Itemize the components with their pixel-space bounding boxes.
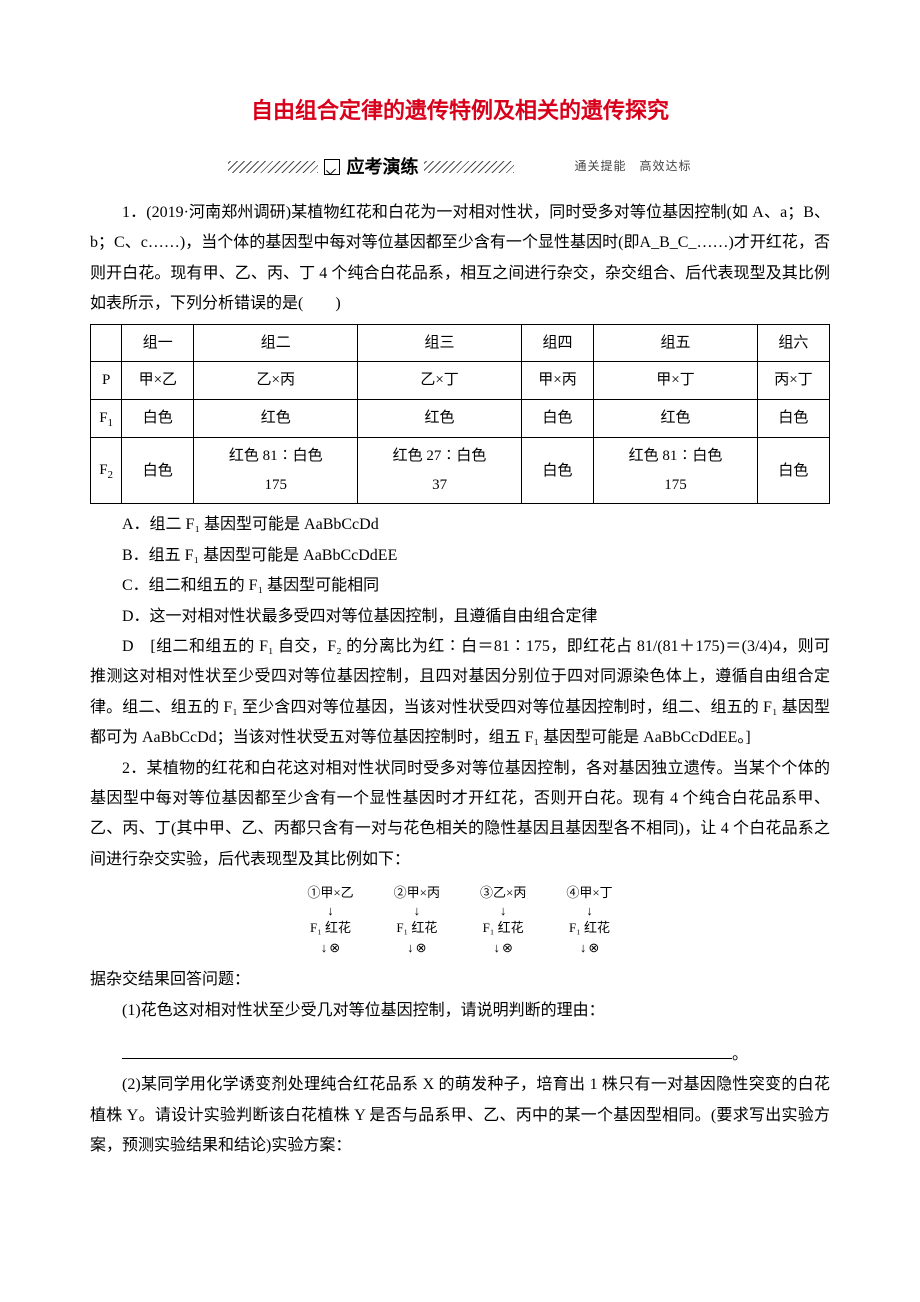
cross-f1: F₁ 红花 (310, 918, 351, 938)
th: 组三 (358, 324, 522, 362)
page-title: 自由组合定律的遗传特例及相关的遗传探究 (90, 90, 830, 132)
td: F2 (91, 438, 122, 504)
cross-f1: F₁ 红花 (483, 918, 524, 938)
q1-table: 组一 组二 组三 组四 组五 组六 P 甲×乙 乙×丙 乙×丁 甲×丙 甲×丁 … (90, 324, 830, 505)
cross-label: ①甲×乙 (307, 883, 353, 903)
subtitle-caption: 通关提能 高效达标 (514, 155, 691, 178)
cross-col: ③乙×丙 ↓ F₁ 红花 ↓⊗ (480, 883, 526, 957)
td: P (91, 362, 122, 400)
td: 白色 (122, 399, 194, 438)
td: 甲×丙 (521, 362, 593, 400)
th: 组五 (594, 324, 758, 362)
th: 组一 (122, 324, 194, 362)
arrow-down-icon: ↓ (327, 903, 334, 919)
th (91, 324, 122, 362)
td: 丙×丁 (757, 362, 829, 400)
td: 甲×丁 (594, 362, 758, 400)
table-row: F2 白色 红色 81∶白色175 红色 27∶白色37 白色 红色 81∶白色… (91, 438, 830, 504)
q1-answer: D [组二和组五的 F₁ 自交，F₂ 的分离比为红∶白＝81∶175，即红花占 … (90, 632, 830, 754)
td: 红色 (594, 399, 758, 438)
cross-label: ④甲×丁 (566, 883, 612, 903)
td: 红色 (358, 399, 522, 438)
td: 白色 (757, 438, 829, 504)
checkbox-icon (324, 159, 340, 175)
answer-blank (122, 1040, 732, 1059)
blank-tail: 。 (732, 1046, 748, 1063)
hatch-left (228, 161, 318, 173)
subtitle-text: 应考演练 (346, 150, 418, 184)
arrow-down-icon: ↓ (500, 903, 507, 919)
q2-lead: 据杂交结果回答问题： (90, 965, 830, 995)
th: 组六 (757, 324, 829, 362)
subtitle-label: 应考演练 (318, 150, 424, 184)
th: 组二 (194, 324, 358, 362)
td: 白色 (757, 399, 829, 438)
th: 组四 (521, 324, 593, 362)
q2-sub2: (2)某同学用化学诱变剂处理纯合红花品系 X 的萌发种子，培育出 1 株只有一对… (90, 1070, 830, 1161)
self-cross-icon: ↓⊗ (407, 938, 426, 958)
table-row: F1 白色 红色 红色 白色 红色 白色 (91, 399, 830, 438)
td: 红色 27∶白色37 (358, 438, 522, 504)
td: 白色 (521, 438, 593, 504)
cross-col: ④甲×丁 ↓ F₁ 红花 ↓⊗ (566, 883, 612, 957)
cross-label: ②甲×丙 (394, 883, 440, 903)
q2-sub1: (1)花色这对相对性状至少受几对等位基因控制，请说明判断的理由： (90, 996, 830, 1026)
arrow-down-icon: ↓ (414, 903, 421, 919)
cross-figure: ①甲×乙 ↓ F₁ 红花 ↓⊗ ②甲×丙 ↓ F₁ 红花 ↓⊗ ③乙×丙 ↓ F… (90, 883, 830, 957)
cross-label: ③乙×丙 (480, 883, 526, 903)
table-row: P 甲×乙 乙×丙 乙×丁 甲×丙 甲×丁 丙×丁 (91, 362, 830, 400)
arrow-down-icon: ↓ (586, 903, 593, 919)
cross-col: ②甲×丙 ↓ F₁ 红花 ↓⊗ (394, 883, 440, 957)
td: 乙×丁 (358, 362, 522, 400)
page: 自由组合定律的遗传特例及相关的遗传探究 应考演练 通关提能 高效达标 1．(20… (0, 0, 920, 1222)
q1-option-a: A．组二 F₁ 基因型可能是 AaBbCcDd (90, 510, 830, 540)
self-cross-icon: ↓⊗ (493, 938, 512, 958)
blank-line: 。 (90, 1040, 830, 1070)
subtitle-row: 应考演练 通关提能 高效达标 (90, 150, 830, 184)
td: 红色 81∶白色175 (594, 438, 758, 504)
cross-f1: F₁ 红花 (569, 918, 610, 938)
q1-option-b: B．组五 F₁ 基因型可能是 AaBbCcDdEE (90, 541, 830, 571)
hatch-right (424, 161, 514, 173)
td: 红色 81∶白色175 (194, 438, 358, 504)
self-cross-icon: ↓⊗ (580, 938, 599, 958)
td: 白色 (122, 438, 194, 504)
td: 乙×丙 (194, 362, 358, 400)
q1-stem: 1．(2019·河南郑州调研)某植物红花和白花为一对相对性状，同时受多对等位基因… (90, 198, 830, 320)
td: 甲×乙 (122, 362, 194, 400)
cross-f1: F₁ 红花 (396, 918, 437, 938)
td: 红色 (194, 399, 358, 438)
td: F1 (91, 399, 122, 438)
table-row: 组一 组二 组三 组四 组五 组六 (91, 324, 830, 362)
self-cross-icon: ↓⊗ (321, 938, 340, 958)
q1-option-c: C．组二和组五的 F₁ 基因型可能相同 (90, 571, 830, 601)
q2-stem: 2．某植物的红花和白花这对相对性状同时受多对等位基因控制，各对基因独立遗传。当某… (90, 754, 830, 876)
cross-col: ①甲×乙 ↓ F₁ 红花 ↓⊗ (307, 883, 353, 957)
td: 白色 (521, 399, 593, 438)
q1-option-d: D．这一对相对性状最多受四对等位基因控制，且遵循自由组合定律 (90, 602, 830, 632)
